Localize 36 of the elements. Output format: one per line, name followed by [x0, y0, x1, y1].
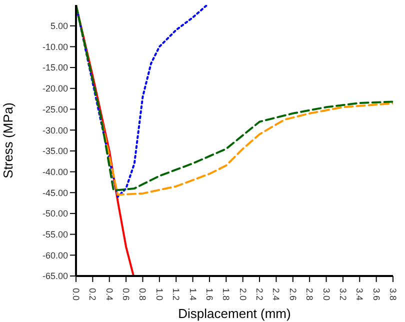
x-tick-label: 3.8 — [388, 288, 398, 301]
x-tick-label: 0.2 — [88, 288, 98, 301]
x-tick-label: 0.0 — [71, 288, 81, 301]
y-tick-label: 5.00 — [50, 21, 68, 32]
x-tick-label: 2.6 — [288, 288, 298, 301]
y-tick-label: -40.00 — [42, 166, 68, 177]
x-tick-label: 0.8 — [138, 288, 148, 301]
x-tick-label: 3.4 — [354, 288, 365, 301]
x-tick-label: 1.0 — [154, 288, 164, 301]
y-tick-label: -35.00 — [42, 146, 68, 156]
x-tick-label: 3.6 — [371, 288, 382, 301]
y-tick-label: -25.00 — [42, 104, 68, 114]
y-tick-label: -50.00 — [42, 208, 68, 219]
y-tick-label: -65.00 — [42, 271, 68, 282]
x-tick-label: 1.4 — [188, 288, 198, 301]
x-tick-label: 3.0 — [321, 288, 332, 301]
x-tick-label: 3.2 — [338, 288, 348, 301]
x-tick-label: 2.2 — [254, 288, 265, 301]
x-tick-label: 0.6 — [121, 288, 132, 301]
y-tick-label: -45.00 — [42, 188, 68, 198]
x-tick-label: 2.8 — [304, 288, 315, 301]
x-tick-label: 2.4 — [271, 288, 282, 301]
x-tick-label: 0.4 — [104, 288, 114, 301]
y-tick-label: -55.00 — [42, 230, 68, 240]
y-tick-label: -15.00 — [42, 62, 68, 73]
y-tick-label: -20.00 — [42, 84, 68, 94]
x-tick-label: 1.8 — [221, 288, 232, 301]
y-tick-label: -30.00 — [42, 125, 68, 136]
y-tick-label: -10.00 — [42, 42, 68, 52]
line-series — [76, 5, 208, 198]
x-tick-label: 1.6 — [204, 288, 214, 301]
y-tick-label: -60.00 — [42, 250, 68, 260]
x-tick-label: 2.0 — [238, 288, 248, 301]
y-axis-title: Stress (MPa) — [0, 102, 16, 178]
x-axis-title: Displacement (mm) — [178, 306, 291, 321]
x-tick-label: 1.2 — [171, 288, 182, 301]
